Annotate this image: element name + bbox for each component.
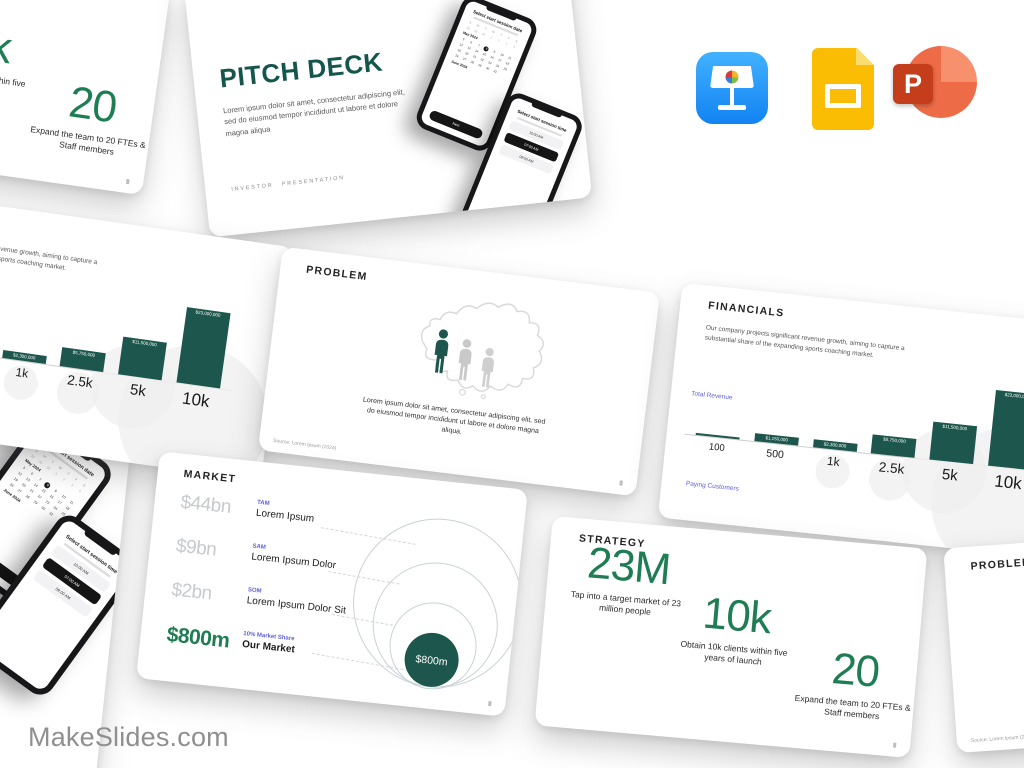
slide-thumbnail-strategy-partial[interactable]: STRATEGY 23M Tap into a target market of… bbox=[0, 0, 171, 196]
revenue-bar: $23,000,000 bbox=[987, 390, 1024, 471]
pitch-deck-body: Lorem ipsum dolor sit amet, consectetur … bbox=[222, 87, 406, 138]
stat-value: 20 bbox=[830, 644, 882, 697]
page-number-mark bbox=[892, 742, 897, 748]
x-tick-label: 10k bbox=[180, 388, 211, 412]
person-icon-muted bbox=[481, 347, 494, 388]
x-tick-label: 1k bbox=[826, 453, 841, 470]
time-options[interactable]: 10:00 AM 07:00 AM 09:00 AM bbox=[26, 540, 118, 623]
bar-value-label: $5,750,000 bbox=[883, 436, 906, 444]
brand-logo[interactable]: MakeSlides.com bbox=[28, 722, 229, 752]
bar-column-100: 100 bbox=[689, 432, 748, 454]
source-note: Source: Lorem Ipsum (2024) bbox=[970, 733, 1024, 745]
bar-column-1k: $2,300,000 1k bbox=[0, 349, 54, 381]
page-number-mark bbox=[125, 178, 130, 185]
slide-title: MARKET bbox=[183, 467, 237, 486]
page-number-mark bbox=[488, 701, 492, 707]
stat-value: 10k bbox=[0, 15, 15, 74]
slide-title: PROBLEM bbox=[305, 263, 369, 284]
bar-value-label: $5,750,000 bbox=[72, 349, 96, 358]
bar-column-10k: $23,000,000 10k bbox=[169, 306, 238, 411]
stat-value: 10k bbox=[700, 588, 773, 644]
market-value: $800m bbox=[165, 623, 231, 653]
market-size-row: $44bn TAM Lorem Ipsum bbox=[178, 492, 356, 542]
powerpoint-letter-tile: P bbox=[893, 64, 933, 104]
strategy-stat-team: 20 Expand the team to 20 FTEs & Staff me… bbox=[788, 644, 920, 727]
x-tick-label: 500 bbox=[765, 447, 785, 462]
keynote-easel-stem bbox=[730, 86, 734, 106]
bar-value-label: $23,000,000 bbox=[195, 309, 221, 318]
x-tick-label: 1k bbox=[14, 365, 30, 381]
source-note: Source: Lorem Ipsum (2024) bbox=[272, 437, 337, 452]
region-map-outline bbox=[420, 302, 545, 400]
stat-caption: Tap into a target market of 23 million p… bbox=[570, 588, 682, 618]
x-tick-label: 2.5k bbox=[878, 459, 906, 477]
market-size-row: $9bn SAM Lorem Ipsum Dolor bbox=[174, 536, 352, 586]
tam-sam-som-circles: $800m bbox=[353, 518, 523, 690]
keynote-easel-base bbox=[718, 105, 746, 110]
slide-thumbnail-problem-partial[interactable]: PROBLEM Source: Lorem Ipsum (2024) bbox=[943, 521, 1024, 754]
bar-value-label: $2,300,000 bbox=[12, 352, 36, 361]
our-market-bubble-label: $800m bbox=[415, 653, 448, 668]
x-tick-label: 10k bbox=[993, 471, 1023, 494]
market-value: $44bn bbox=[179, 491, 232, 518]
bar-value-label: $23,000,000 bbox=[1004, 392, 1024, 400]
slide-title: PROBLEM bbox=[970, 556, 1024, 573]
person-icon-muted bbox=[458, 339, 472, 381]
revenue-bar: $11,500,000 bbox=[929, 421, 978, 465]
next-button[interactable]: Next bbox=[428, 109, 484, 140]
x-tick-label: 100 bbox=[708, 441, 726, 454]
bar-column-5k: $11,500,000 5k bbox=[111, 336, 174, 400]
market-value: $2bn bbox=[170, 579, 213, 605]
powerpoint-app-icon[interactable]: P bbox=[893, 44, 977, 122]
x-tick-label: 5k bbox=[128, 381, 147, 401]
keynote-app-icon[interactable] bbox=[696, 52, 768, 124]
bar-column-10k: $23,000,000 10k bbox=[980, 389, 1024, 493]
bar-column-2.5k: $5,750,000 2.5k bbox=[864, 434, 924, 477]
bar-column-5k: $11,500,000 5k bbox=[922, 421, 984, 484]
stat-value: 23M bbox=[585, 538, 673, 595]
page-number-mark bbox=[619, 480, 623, 486]
market-size-row: $800m 10% Market Share Our Market bbox=[165, 623, 343, 673]
strategy-stat-team: 20 Expand the team to 20 FTEs & Staff me… bbox=[23, 75, 158, 164]
google-slides-app-icon[interactable] bbox=[812, 48, 874, 130]
market-value: $9bn bbox=[175, 535, 218, 561]
revenue-bar-chart: 100 $1,150,000 500 $2,300,000 1k $5,750,000 2.… bbox=[689, 285, 1024, 493]
bar-column-2.5k: $5,750,000 2.5k bbox=[53, 346, 114, 391]
slide-thumbnail-pitch-deck-cover[interactable]: PITCH DECK Lorem ipsum dolor sit amet, c… bbox=[183, 0, 593, 238]
pitch-deck-title: PITCH DECK bbox=[218, 46, 385, 94]
strategy-stat-market: 23M Tap into a target market of 23 milli… bbox=[563, 538, 693, 621]
keynote-easel-board bbox=[710, 66, 754, 88]
market-size-row: $2bn SOM Lorem Ipsum Dolor Sit bbox=[169, 579, 347, 629]
slide-thumbnail-market[interactable]: MARKET $44bn TAM Lorem Ipsum $9bn SAM Lo… bbox=[136, 451, 528, 717]
slide-thumbnail-problem[interactable]: PROBLEM Lorem ipsum dolor sit amet, cons… bbox=[257, 246, 661, 497]
person-icon-highlighted bbox=[434, 329, 449, 374]
bar-value-label: $1,150,000 bbox=[765, 435, 789, 443]
pie-chart-icon bbox=[725, 70, 739, 84]
slide-thumbnail-financials[interactable]: FINANCIALS Our company projects signific… bbox=[657, 282, 1024, 562]
x-tick-label: 5k bbox=[941, 465, 959, 485]
slide-frame-icon bbox=[825, 84, 861, 108]
revenue-bar: $11,500,000 bbox=[118, 336, 167, 381]
bar-value-label: $11,500,000 bbox=[942, 423, 968, 432]
pitch-deck-footer: INVESTOR PRESENTATION bbox=[231, 174, 346, 193]
x-axis-label: Paying Customers bbox=[685, 480, 740, 493]
stat-caption: Obtain 10k clients within five years of … bbox=[680, 638, 788, 668]
bar-value-label: $2,300,000 bbox=[823, 441, 847, 449]
bar-value-label: $11,500,000 bbox=[132, 338, 158, 348]
slide-thumbnail-strategy[interactable]: STRATEGY 23M Tap into a target market of… bbox=[534, 516, 928, 758]
stat-caption: Expand the team to 20 FTEs & Staff membe… bbox=[794, 692, 912, 722]
revenue-bar: $23,000,000 bbox=[176, 307, 231, 389]
strategy-stat-clients: 10k Obtain 10k clients within five years… bbox=[671, 589, 801, 671]
revenue-bar: $5,750,000 bbox=[59, 347, 107, 373]
powerpoint-letter: P bbox=[903, 68, 922, 99]
